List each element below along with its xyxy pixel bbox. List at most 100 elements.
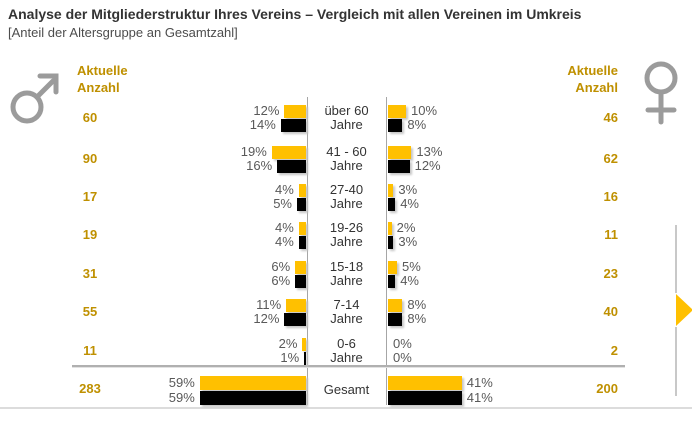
female-barline-black: 8% bbox=[388, 118, 598, 132]
age-group-label-line2: Jahre bbox=[330, 311, 363, 326]
female-pct-yellow: 5% bbox=[402, 259, 421, 274]
female-bar-yellow bbox=[388, 260, 397, 274]
age-group-label: 0-6 Jahre bbox=[307, 337, 386, 365]
page-subtitle: [Anteil der Altersgruppe an Gesamtzahl] bbox=[8, 25, 238, 40]
female-barline-black: 0% bbox=[388, 351, 598, 365]
female-count: 200 bbox=[596, 381, 618, 396]
female-pct-yellow: 41% bbox=[466, 375, 493, 390]
female-bar-black bbox=[388, 159, 410, 173]
female-pct-yellow: 3% bbox=[398, 182, 418, 197]
age-group-label-line1: über 60 bbox=[324, 103, 369, 118]
male-count: 55 bbox=[82, 304, 98, 319]
female-barline-yellow: 5% bbox=[388, 260, 598, 274]
female-barline-black: 12% bbox=[388, 159, 598, 173]
male-barline-yellow: 6% bbox=[90, 260, 306, 274]
male-barline-black: 14% bbox=[90, 118, 306, 132]
center-divider-left bbox=[307, 97, 308, 405]
female-count: 46 bbox=[603, 110, 618, 125]
female-pct-black: 0% bbox=[393, 350, 412, 365]
male-bars-group: 19% 16% bbox=[90, 145, 306, 173]
female-barline-black: 4% bbox=[388, 197, 598, 211]
female-count: 40 bbox=[603, 304, 618, 319]
male-bar-yellow bbox=[298, 221, 306, 235]
male-barline-black: 16% bbox=[90, 159, 306, 173]
female-barline-black: 41% bbox=[388, 390, 598, 405]
male-bar-black bbox=[284, 312, 306, 326]
page-title: Analyse der Mitgliederstruktur Ihres Ver… bbox=[8, 6, 582, 22]
male-bar-black bbox=[298, 235, 306, 249]
female-pct-yellow: 8% bbox=[407, 297, 427, 312]
female-barline-yellow: 41% bbox=[388, 375, 598, 390]
age-group-row: 31 6% 6% 15-18 Jahre 5% 4% 23 bbox=[0, 260, 692, 288]
male-pct-yellow: 4% bbox=[275, 182, 294, 197]
female-count: 11 bbox=[604, 227, 618, 242]
female-count: 23 bbox=[603, 266, 618, 281]
female-bar-yellow bbox=[388, 221, 392, 235]
female-bars-group: 0% 0% bbox=[388, 337, 598, 365]
male-bar-yellow bbox=[284, 104, 306, 118]
age-group-label: 27-40 Jahre bbox=[307, 183, 386, 211]
female-pct-black: 12% bbox=[414, 158, 441, 173]
female-bar-black bbox=[388, 118, 403, 132]
age-group-row: 90 19% 16% 41 - 60 Jahre 13% 12% bbox=[0, 145, 692, 173]
male-pct-black: 1% bbox=[280, 350, 300, 365]
male-barline-yellow: 4% bbox=[90, 183, 306, 197]
male-barline-black: 12% bbox=[90, 312, 306, 326]
age-group-row: 19 4% 4% 19-26 Jahre 2% 3% 11 bbox=[0, 221, 692, 249]
age-group-label-line1: 19-26 bbox=[329, 220, 364, 235]
male-pct-yellow: 11% bbox=[256, 297, 282, 312]
male-bars-group: 4% 5% bbox=[90, 183, 306, 211]
female-barline-yellow: 2% bbox=[388, 221, 598, 235]
age-group-label-line2: Jahre bbox=[330, 273, 363, 288]
female-bars-group: 13% 12% bbox=[388, 145, 598, 173]
age-group-label-line1: 27-40 bbox=[329, 182, 364, 197]
next-page-arrow[interactable] bbox=[676, 294, 692, 326]
female-barline-yellow: 13% bbox=[388, 145, 598, 159]
male-pct-yellow: 19% bbox=[240, 144, 267, 159]
male-count: 283 bbox=[79, 381, 101, 396]
male-bars-group: 4% 4% bbox=[90, 221, 306, 249]
age-group-label-line1: Gesamt bbox=[323, 382, 370, 397]
male-count: 60 bbox=[82, 110, 98, 125]
male-pct-yellow: 2% bbox=[278, 336, 298, 351]
male-pct-black: 6% bbox=[271, 273, 291, 288]
female-bar-yellow bbox=[388, 375, 462, 390]
female-bars-group: 2% 3% bbox=[388, 221, 598, 249]
male-bar-black bbox=[295, 274, 306, 288]
age-group-label-line2: Jahre bbox=[330, 350, 363, 365]
age-group-label: über 60 Jahre bbox=[307, 104, 386, 132]
female-pct-black: 4% bbox=[400, 273, 419, 288]
male-bars-group: 59% 59% bbox=[90, 375, 306, 405]
age-group-label-line2: Jahre bbox=[330, 234, 363, 249]
male-count: 19 bbox=[82, 227, 98, 242]
right-count-header: Aktuelle Anzahl bbox=[567, 63, 618, 95]
male-barline-yellow: 4% bbox=[90, 221, 306, 235]
male-barline-black: 59% bbox=[90, 390, 306, 405]
age-group-label: 41 - 60 Jahre bbox=[307, 145, 386, 173]
nav-line-bottom bbox=[675, 327, 677, 396]
female-bar-black bbox=[388, 274, 396, 288]
age-group-label-line1: 7-14 bbox=[333, 297, 360, 312]
male-bar-black bbox=[280, 118, 306, 132]
female-pct-black: 41% bbox=[466, 390, 493, 405]
nav-line-top bbox=[675, 225, 677, 293]
age-group-label-line2: Jahre bbox=[330, 196, 363, 211]
male-pct-black: 16% bbox=[246, 158, 273, 173]
male-bar-black bbox=[199, 390, 306, 405]
age-group-label: 15-18 Jahre bbox=[307, 260, 386, 288]
male-barline-yellow: 12% bbox=[90, 104, 306, 118]
male-pct-black: 14% bbox=[249, 117, 276, 132]
female-barline-yellow: 3% bbox=[388, 183, 598, 197]
female-pct-yellow: 10% bbox=[411, 103, 438, 118]
male-barline-yellow: 19% bbox=[90, 145, 306, 159]
female-pct-yellow: 13% bbox=[416, 144, 443, 159]
age-group-label-line2: Jahre bbox=[330, 158, 363, 173]
male-mars-icon bbox=[8, 60, 60, 133]
female-bars-group: 5% 4% bbox=[388, 260, 598, 288]
female-bar-black bbox=[388, 197, 396, 211]
total-separator-line bbox=[72, 365, 625, 368]
female-pct-black: 4% bbox=[400, 196, 419, 211]
male-pct-yellow: 12% bbox=[253, 103, 280, 118]
female-pct-black: 8% bbox=[407, 117, 427, 132]
male-barline-yellow: 2% bbox=[90, 337, 306, 351]
